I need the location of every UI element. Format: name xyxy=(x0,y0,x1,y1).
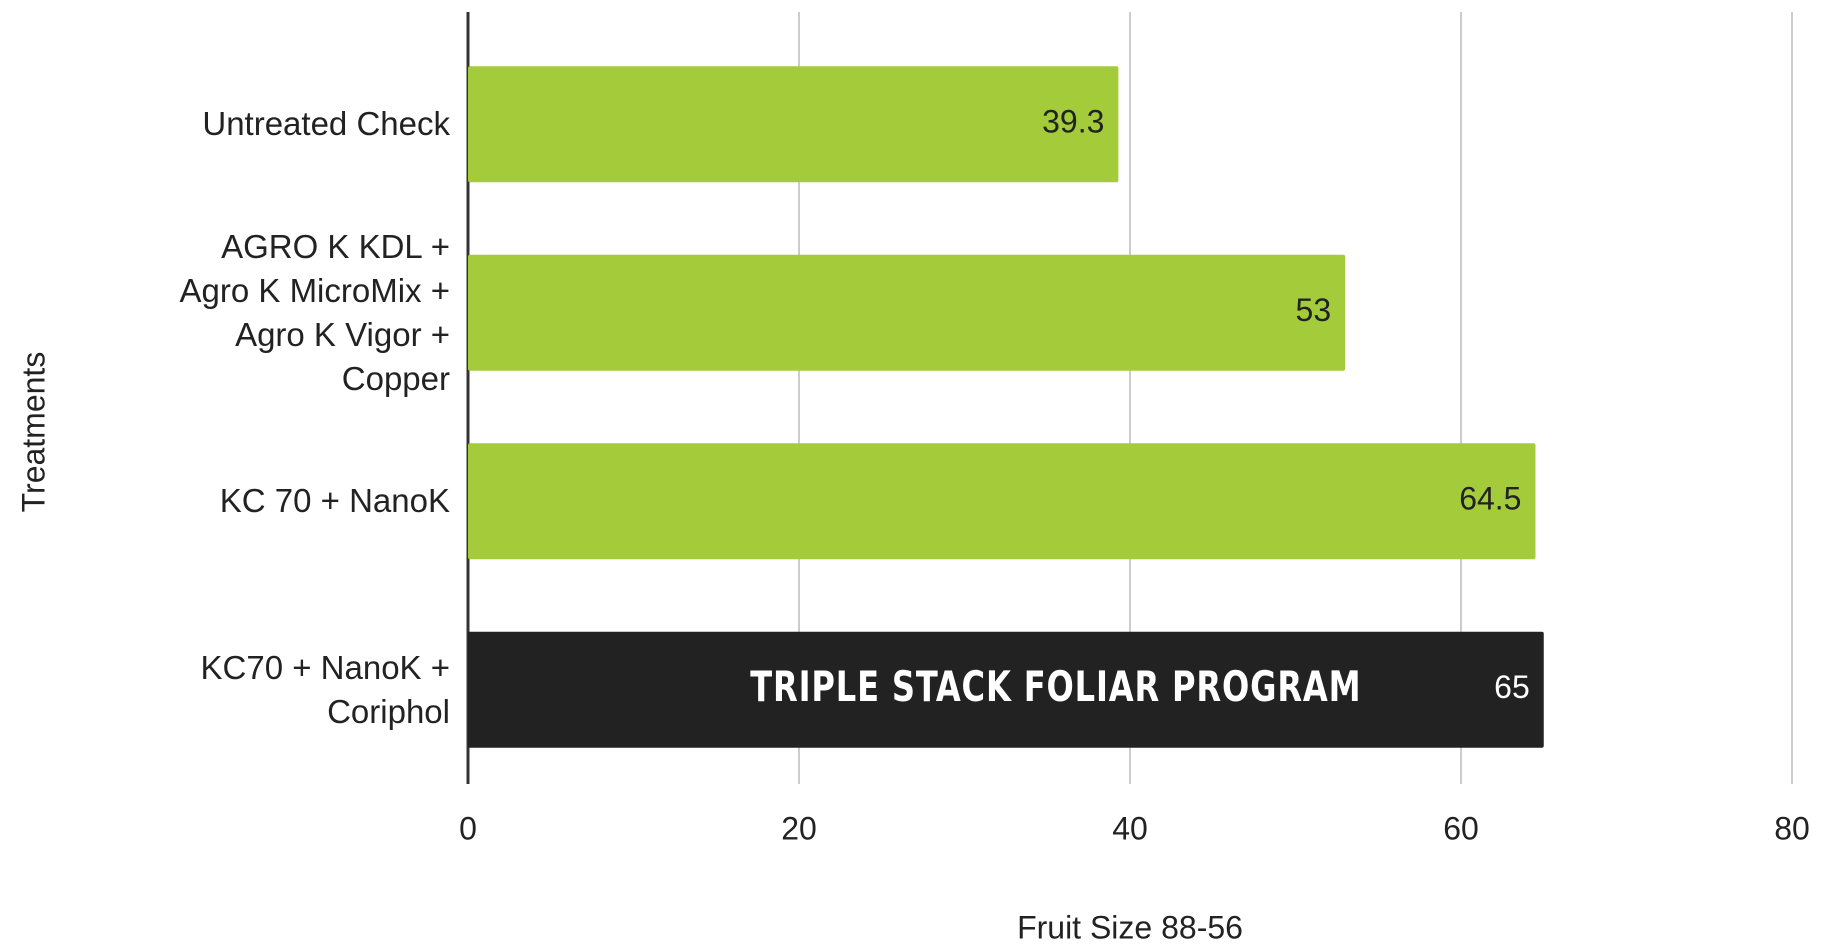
y-tick-label: KC70 + NanoK + Coriphol xyxy=(200,648,451,730)
x-tick-label: 40 xyxy=(1112,810,1148,846)
y-axis-label: Treatments xyxy=(15,352,51,513)
x-tick-label: 80 xyxy=(1774,810,1810,846)
x-axis-label: Fruit Size 88-56 xyxy=(1017,909,1243,945)
x-tick-label: 0 xyxy=(459,810,477,846)
bar xyxy=(468,443,1536,560)
y-tick-label: KC 70 + NanoK xyxy=(219,482,450,520)
x-tick-label: 60 xyxy=(1443,810,1479,846)
y-tick-label: AGRO K KDL + Agro K MicroMix + Agro K Vi… xyxy=(179,227,450,397)
value-label: 39.3 xyxy=(1042,104,1104,140)
bar-annotation: TRIPLE STACK FOLIAR PROGRAM xyxy=(750,663,1361,711)
bar xyxy=(468,66,1119,183)
value-label: 53 xyxy=(1296,292,1332,328)
value-label: 64.5 xyxy=(1459,481,1521,517)
value-label: 65 xyxy=(1494,669,1530,705)
bar xyxy=(468,254,1346,371)
bar xyxy=(468,631,1544,748)
x-tick-label: 20 xyxy=(781,810,817,846)
y-tick-label: Untreated Check xyxy=(202,105,450,143)
